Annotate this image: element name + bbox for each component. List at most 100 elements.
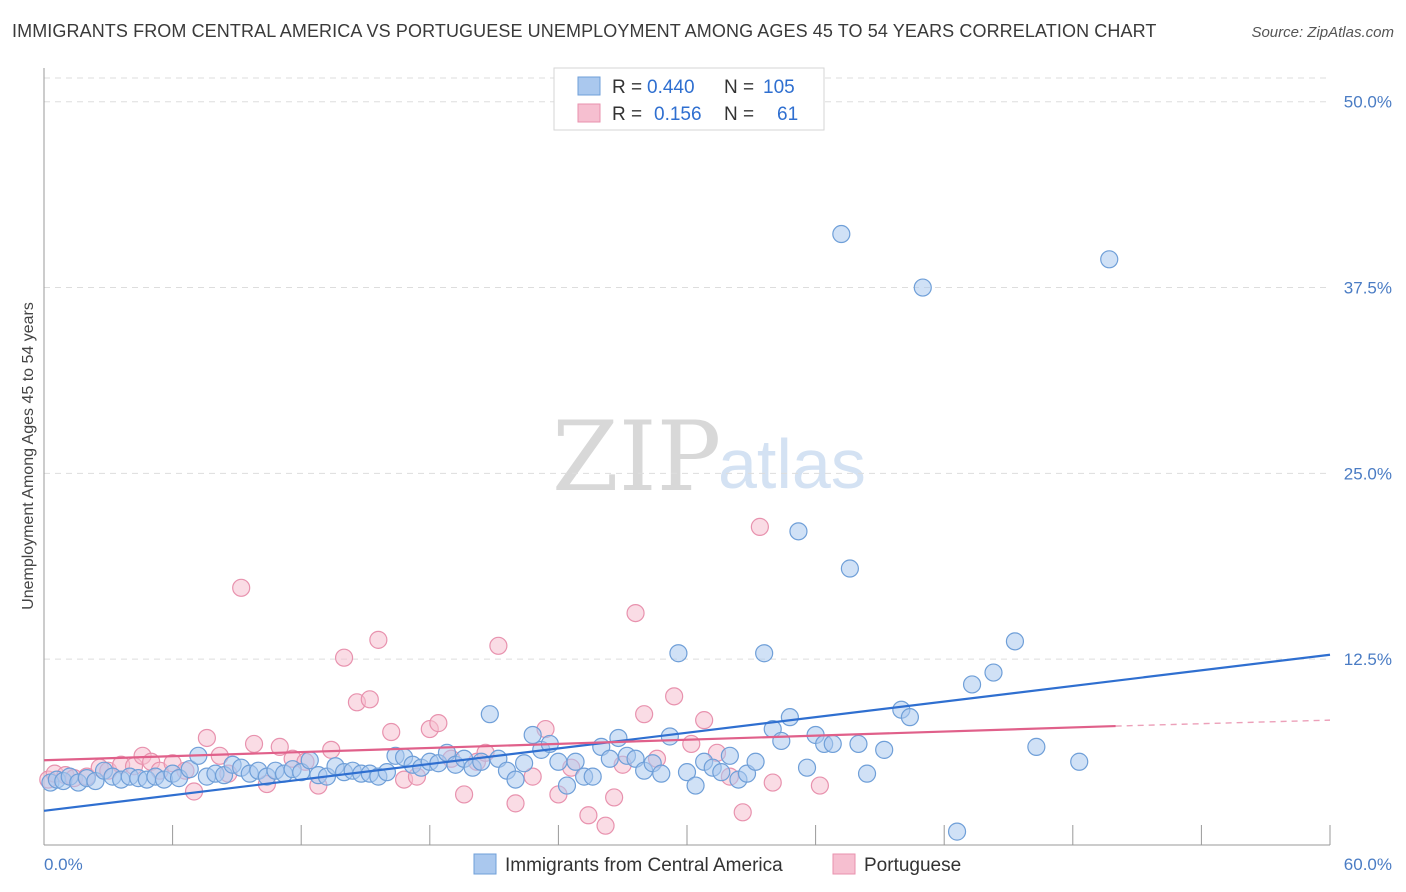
point-portuguese: [626, 603, 645, 623]
point-portuguese: [579, 806, 598, 825]
point-central-america: [849, 734, 868, 754]
grid-lines: [44, 77, 1330, 660]
point-portuguese: [682, 734, 701, 754]
point-central-america: [755, 644, 774, 663]
trend-line: [43, 724, 1116, 762]
point-central-america: [1070, 752, 1089, 771]
point-portuguese: [489, 636, 508, 655]
point-central-america: [600, 749, 619, 768]
point-central-america: [523, 725, 542, 745]
point-portuguese: [360, 690, 379, 709]
point-central-america: [857, 764, 877, 783]
legend-r-value: 0.156: [654, 104, 702, 125]
bottom-legend-label-blue: Immigrants from Central America: [505, 855, 783, 876]
point-portuguese: [523, 767, 542, 786]
point-portuguese: [382, 722, 401, 742]
point-portuguese: [750, 517, 769, 536]
series-central-america-points: [41, 224, 1119, 841]
point-portuguese: [244, 734, 264, 754]
point-central-america: [377, 763, 397, 782]
point-portuguese: [596, 816, 615, 835]
point-portuguese: [454, 785, 474, 804]
point-central-america: [1005, 632, 1025, 651]
point-central-america: [913, 278, 932, 297]
y-tick-label: 50.0%: [1344, 93, 1392, 112]
point-central-america: [947, 822, 967, 841]
point-central-america: [875, 740, 894, 759]
point-central-america: [609, 728, 628, 748]
point-central-america: [772, 731, 791, 751]
series-portuguese-points: [39, 517, 829, 835]
point-central-america: [1100, 250, 1119, 269]
point-portuguese: [270, 737, 289, 756]
source-label: Source: ZipAtlas.com: [1251, 24, 1394, 41]
point-central-america: [686, 776, 705, 795]
trend-line: [43, 653, 1331, 812]
point-portuguese: [763, 773, 782, 792]
point-central-america: [480, 705, 499, 724]
point-central-america: [677, 763, 697, 782]
point-central-america: [557, 776, 577, 795]
point-portuguese: [665, 687, 684, 706]
legend-swatch-pink: [577, 103, 601, 123]
legend-r-label: R =: [612, 104, 642, 125]
y-tick-label: 12.5%: [1344, 650, 1392, 669]
point-central-america: [823, 734, 842, 754]
point-central-america: [962, 675, 982, 694]
legend-n-label: N =: [724, 104, 754, 125]
chart-title: IMMIGRANTS FROM CENTRAL AMERICA VS PORTU…: [12, 21, 1157, 41]
point-central-america: [549, 752, 568, 771]
bottom-legend-label-pink: Portuguese: [864, 855, 961, 876]
trend-line-extension: [1115, 719, 1331, 727]
point-central-america: [720, 746, 739, 765]
x-tick-label: 60.0%: [1344, 855, 1392, 874]
point-portuguese: [197, 728, 216, 748]
y-tick-label: 37.5%: [1344, 279, 1392, 298]
point-central-america: [515, 754, 534, 773]
point-portuguese: [635, 705, 654, 724]
point-central-america: [789, 522, 808, 541]
point-central-america: [840, 559, 859, 578]
point-central-america: [583, 767, 602, 786]
legend-n-value: 105: [763, 77, 795, 98]
trend-lines: [43, 653, 1331, 812]
point-central-america: [472, 752, 491, 771]
point-portuguese: [232, 578, 251, 597]
point-portuguese: [429, 714, 448, 733]
point-central-america: [832, 224, 851, 244]
point-central-america: [780, 708, 799, 727]
x-tick-label: 0.0%: [44, 855, 83, 874]
point-central-america: [180, 760, 199, 779]
x-tick-labels: 0.0% 60.0%: [44, 855, 1392, 874]
y-tick-labels: 12.5% 25.0% 37.5% 50.0%: [1344, 93, 1392, 669]
point-central-america: [746, 752, 765, 771]
point-central-america: [900, 708, 920, 727]
legend-n-value: 61: [777, 104, 798, 125]
legend-r-label: R =: [612, 77, 642, 98]
point-central-america: [797, 758, 817, 777]
point-central-america: [300, 751, 319, 770]
point-central-america: [652, 764, 671, 783]
point-central-america: [1027, 737, 1046, 756]
point-portuguese: [810, 776, 829, 795]
bottom-legend: Immigrants from Central America Portugue…: [473, 853, 961, 876]
legend-n-label: N =: [724, 77, 754, 98]
bottom-legend-swatch-blue: [473, 853, 497, 875]
bottom-legend-swatch-pink: [832, 853, 856, 875]
legend-r-value: 0.440: [647, 77, 695, 98]
point-portuguese: [369, 630, 388, 649]
point-central-america: [566, 752, 585, 771]
point-central-america: [669, 644, 688, 663]
legend-swatch-blue: [577, 76, 601, 96]
axes: [43, 68, 1331, 846]
watermark-atlas: atlas: [718, 425, 866, 503]
point-portuguese: [506, 794, 525, 813]
legend: R = 0.440 N = 105 R = 0.156 N = 61: [553, 67, 825, 131]
point-portuguese: [695, 711, 714, 730]
point-portuguese: [334, 648, 354, 667]
point-central-america: [984, 663, 1003, 682]
y-axis-label: Unemployment Among Ages 45 to 54 years: [20, 302, 37, 610]
point-portuguese: [605, 788, 624, 807]
watermark-zip: ZIP: [552, 401, 721, 513]
